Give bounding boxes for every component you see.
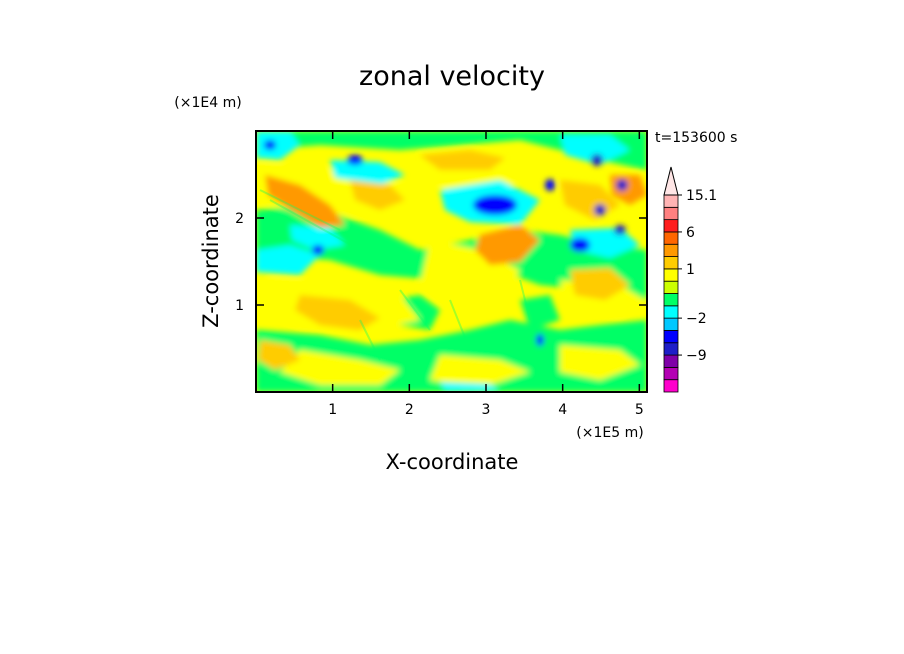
x-tick-label: 5 — [635, 402, 644, 418]
colorbar-segment — [663, 256, 679, 270]
colorbar-segment — [663, 354, 679, 368]
x-tick-label: 3 — [482, 402, 491, 418]
y-tick-label: 1 — [235, 298, 244, 314]
x-tick-label: 1 — [328, 402, 337, 418]
colorbar-segment — [663, 231, 679, 245]
y-tick-label: 2 — [235, 211, 244, 227]
colorbar-segment — [663, 219, 679, 233]
x-axis-ticks: 1 2 3 4 5 — [328, 131, 644, 418]
colorbar-segment — [663, 342, 679, 356]
time-label: t=153600 s — [655, 130, 737, 146]
colorbar-tick-label: 6 — [686, 225, 695, 241]
colorbar-tick-label: 1 — [686, 262, 695, 278]
colorbar-segment — [663, 330, 679, 344]
x-tick-label: 4 — [558, 402, 567, 418]
y-axis-ticks: 12 — [235, 211, 647, 314]
contour-field — [256, 131, 647, 392]
colorbar-tick-label: −2 — [686, 311, 707, 327]
colorbar-segment — [663, 268, 679, 282]
colorbar-tick-label: 15.1 — [686, 188, 717, 204]
colorbar: 15.1 6 1 −2 −9 — [663, 166, 717, 393]
colorbar-segment — [663, 243, 679, 257]
x-axis-label: X-coordinate — [386, 450, 519, 474]
colorbar-segment — [663, 366, 679, 381]
plot-frame — [255, 130, 648, 393]
colorbar-segment — [663, 280, 679, 294]
chart-title: zonal velocity — [359, 61, 545, 92]
colorbar-segment — [663, 317, 679, 331]
x-tick-label: 2 — [405, 402, 414, 418]
x-scale-label: (×1E5 m) — [576, 425, 643, 441]
colorbar-segment — [663, 305, 679, 319]
colorbar-segment — [663, 194, 679, 208]
colorbar-max-triangle — [663, 166, 679, 196]
colorbar-segment — [663, 293, 679, 307]
colorbar-segment — [663, 379, 679, 393]
colorbar-tick-label: −9 — [686, 348, 707, 364]
y-axis-label: Z-coordinate — [199, 194, 223, 328]
y-scale-label: (×1E4 m) — [174, 95, 241, 111]
colorbar-segment — [663, 206, 679, 221]
